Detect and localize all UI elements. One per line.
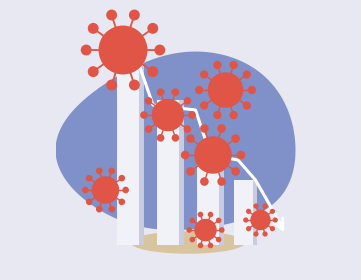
Circle shape [217,218,221,223]
Circle shape [243,102,250,109]
Circle shape [172,135,179,141]
Circle shape [157,135,164,141]
Circle shape [187,135,194,142]
Circle shape [201,102,208,109]
Circle shape [251,211,270,230]
Circle shape [201,125,208,132]
Circle shape [97,168,102,173]
Polygon shape [56,52,296,230]
Circle shape [184,98,191,104]
Circle shape [248,87,255,94]
Circle shape [82,45,91,55]
Circle shape [189,112,195,118]
Circle shape [190,218,195,223]
Circle shape [145,98,152,104]
Circle shape [130,10,139,20]
Circle shape [187,168,194,175]
Circle shape [87,176,92,181]
Circle shape [88,24,98,33]
Circle shape [141,112,147,118]
Circle shape [107,80,116,90]
Circle shape [218,125,225,132]
Circle shape [201,71,208,78]
Circle shape [199,213,203,217]
Circle shape [230,112,237,118]
Circle shape [119,176,125,181]
Circle shape [83,187,88,193]
Circle shape [97,207,102,212]
Circle shape [208,213,213,217]
Circle shape [199,243,203,248]
Circle shape [190,237,195,242]
Circle shape [148,67,157,76]
Circle shape [209,73,243,107]
Circle shape [119,199,125,204]
Circle shape [237,151,244,158]
Circle shape [273,218,277,222]
Circle shape [182,151,189,158]
Circle shape [247,227,251,230]
Bar [234,180,257,245]
Circle shape [88,67,98,76]
Circle shape [218,178,225,185]
Circle shape [109,207,114,212]
Circle shape [99,26,147,74]
Circle shape [195,137,231,173]
Circle shape [107,10,116,20]
Circle shape [196,87,203,94]
Circle shape [220,228,224,232]
Bar [157,100,184,245]
Bar [197,150,224,245]
Bar [117,40,144,245]
Circle shape [270,227,274,230]
Circle shape [92,177,118,203]
Circle shape [172,89,179,95]
Circle shape [243,71,250,78]
Circle shape [195,220,216,241]
Circle shape [148,24,157,33]
Circle shape [123,187,128,193]
Circle shape [232,135,239,142]
Bar [219,150,224,245]
Circle shape [145,126,152,132]
Circle shape [263,204,267,208]
Ellipse shape [130,231,245,254]
Circle shape [217,237,221,242]
Circle shape [208,243,213,248]
Circle shape [270,209,274,213]
Circle shape [247,209,251,213]
Circle shape [201,178,208,185]
Bar [179,100,184,245]
Circle shape [187,228,191,232]
Circle shape [157,89,164,95]
Circle shape [263,232,267,236]
Circle shape [109,168,114,173]
Circle shape [155,45,165,55]
Bar [139,40,144,245]
Circle shape [214,112,221,118]
Circle shape [130,80,139,90]
Circle shape [152,99,183,130]
Circle shape [244,218,248,222]
Circle shape [254,232,258,236]
Circle shape [214,62,221,68]
Circle shape [230,62,237,68]
Circle shape [87,199,92,204]
Circle shape [184,126,191,132]
Circle shape [232,168,239,175]
Bar [253,180,257,245]
Circle shape [254,204,258,208]
